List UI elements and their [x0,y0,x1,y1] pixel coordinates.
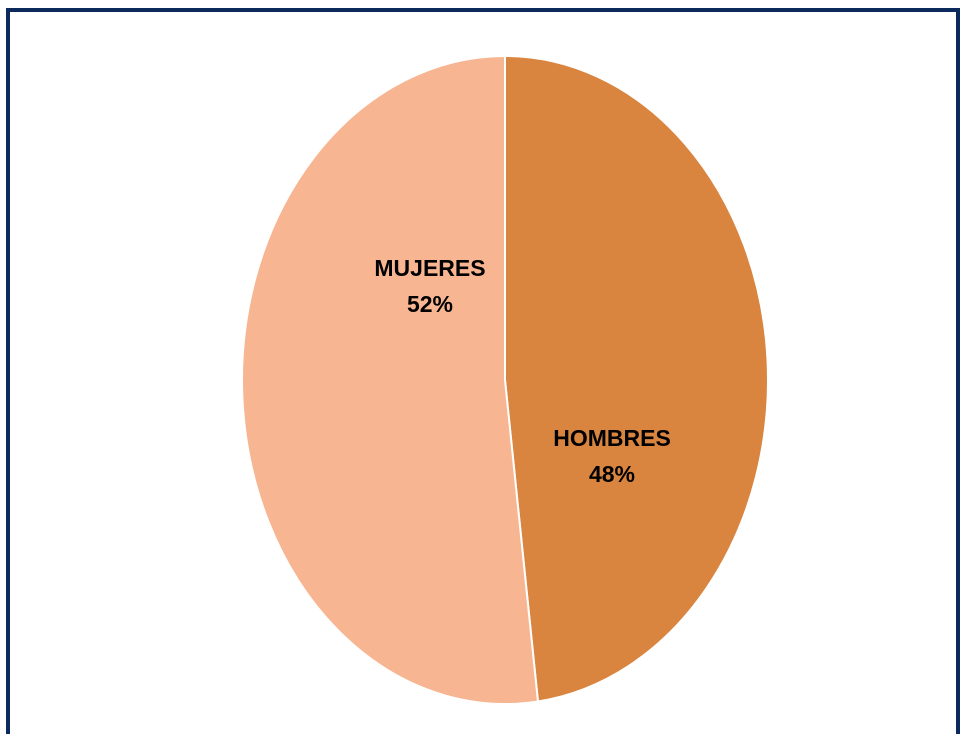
pie-slice [504,54,769,703]
slice-value-label: 52% [407,291,453,317]
slice-category-label: MUJERES [374,255,485,281]
slice-value-label: 48% [589,461,635,487]
slice-category-label: HOMBRES [553,425,671,451]
pie-slice [241,54,540,705]
